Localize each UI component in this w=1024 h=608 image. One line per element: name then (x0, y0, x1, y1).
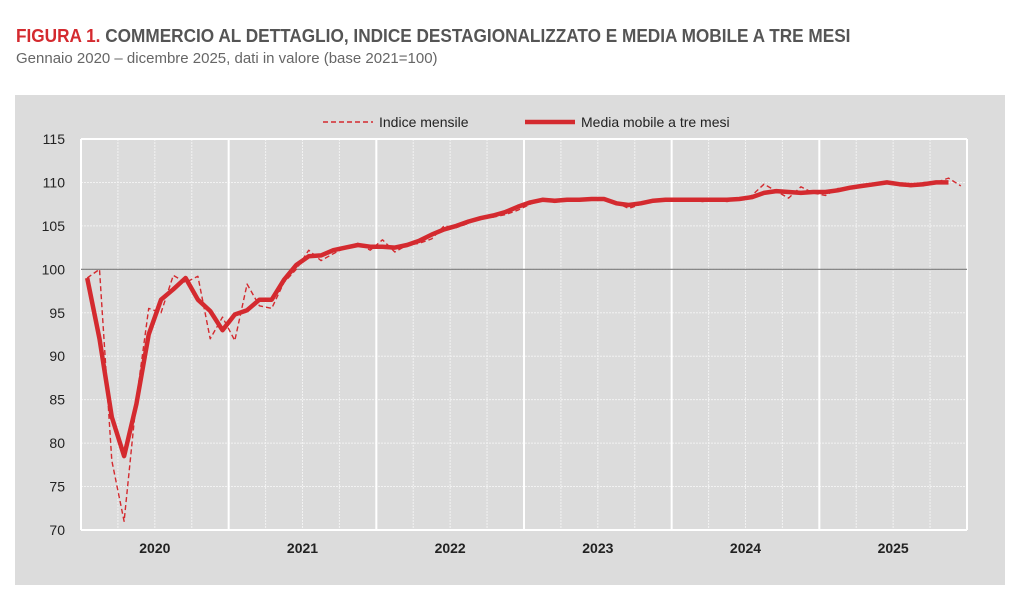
chart-title: FIGURA 1. COMMERCIO AL DETTAGLIO, INDICE… (16, 25, 850, 47)
x-tick-label: 2020 (139, 540, 170, 556)
figure-number: FIGURA 1. (16, 25, 101, 46)
x-tick-label: 2024 (730, 540, 761, 556)
y-tick-label: 70 (49, 522, 65, 538)
title-text: COMMERCIO AL DETTAGLIO, INDICE DESTAGION… (105, 25, 851, 46)
y-tick-label: 115 (43, 131, 66, 147)
x-tick-label: 2025 (878, 540, 909, 556)
x-tick-label: 2022 (435, 540, 466, 556)
x-tick-label: 2023 (582, 540, 613, 556)
y-tick-label: 75 (49, 479, 65, 495)
y-tick-label: 100 (42, 261, 66, 277)
chart-panel (15, 95, 1005, 585)
series-line-media-mobile (84, 180, 949, 459)
y-tick-label: 80 (49, 435, 65, 451)
legend-label: Indice mensile (379, 114, 469, 130)
y-tick-label: 85 (49, 392, 65, 408)
y-tick-label: 110 (43, 174, 66, 190)
y-tick-label: 90 (49, 348, 65, 364)
x-tick-label: 2021 (287, 540, 318, 556)
legend-label: Media mobile a tre mesi (581, 114, 730, 130)
y-tick-label: 95 (49, 305, 65, 321)
chart-subtitle: Gennaio 2020 – dicembre 2025, dati in va… (16, 50, 438, 67)
y-tick-label: 105 (42, 218, 66, 234)
